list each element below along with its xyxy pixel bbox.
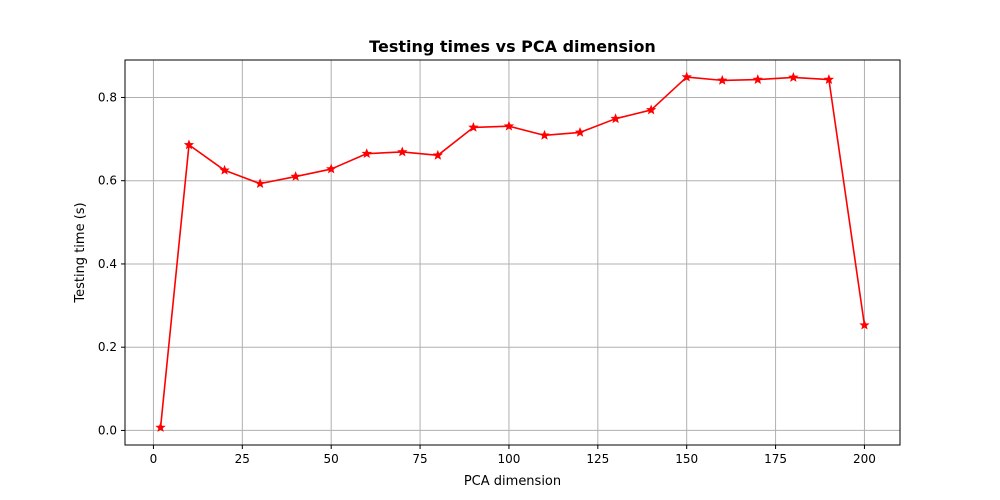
y-tick-label: 0.2 bbox=[98, 340, 117, 354]
data-point-star bbox=[361, 148, 372, 159]
data-point-star bbox=[326, 163, 337, 174]
grid-layer bbox=[125, 60, 900, 445]
x-tick-label: 175 bbox=[764, 452, 787, 466]
data-point-star bbox=[752, 74, 763, 84]
x-tick-label: 50 bbox=[324, 452, 339, 466]
data-point-star bbox=[432, 149, 443, 160]
data-point-star bbox=[290, 171, 301, 181]
x-tick-label: 25 bbox=[235, 452, 250, 466]
data-point-star bbox=[539, 129, 550, 140]
y-axis-label: Testing time (s) bbox=[73, 202, 88, 303]
chart-title: Testing times vs PCA dimension bbox=[369, 37, 656, 56]
series-layer bbox=[155, 71, 870, 432]
y-tick-label: 0.8 bbox=[98, 90, 117, 104]
data-point-star bbox=[823, 74, 835, 84]
x-tick-label: 0 bbox=[150, 452, 158, 466]
x-tick-label: 150 bbox=[675, 452, 698, 466]
data-point-star bbox=[610, 113, 621, 124]
y-tick-label: 0.0 bbox=[98, 423, 117, 437]
data-point-star bbox=[503, 120, 515, 131]
data-point-star bbox=[397, 146, 408, 157]
data-point-star bbox=[155, 422, 166, 432]
data-point-star bbox=[717, 74, 728, 85]
x-tick-label: 75 bbox=[412, 452, 427, 466]
y-tick-label: 0.6 bbox=[98, 174, 117, 188]
data-point-star bbox=[681, 71, 692, 82]
data-point-star bbox=[859, 319, 870, 330]
x-tick-label: 100 bbox=[497, 452, 520, 466]
plot-frame bbox=[124, 59, 901, 446]
data-point-star bbox=[574, 127, 586, 137]
tick-layer: 0 25 50 75 100 125 150 175 200 0.0 0.2 0.4 0.6 0.8 bbox=[98, 90, 876, 466]
data-point-star bbox=[254, 178, 266, 189]
x-tick-label: 200 bbox=[853, 452, 876, 466]
data-point-star bbox=[788, 72, 799, 82]
x-axis-label: PCA dimension bbox=[464, 474, 561, 489]
data-point-star bbox=[183, 139, 195, 150]
data-point-star bbox=[219, 164, 230, 175]
data-point-star bbox=[468, 122, 479, 132]
y-tick-label: 0.4 bbox=[98, 257, 117, 271]
data-point-star bbox=[645, 104, 657, 115]
x-tick-label: 125 bbox=[586, 452, 609, 466]
